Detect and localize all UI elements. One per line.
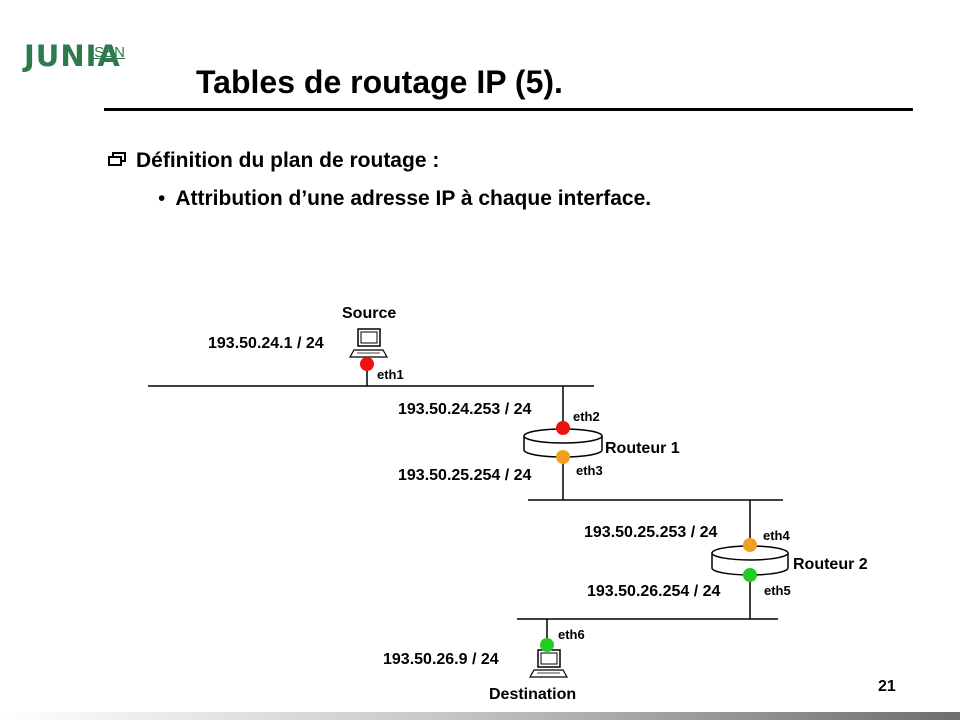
eth3-ip-label: 193.50.25.254 / 24 — [398, 467, 532, 484]
eth6-ip-label: 193.50.26.9 / 24 — [383, 651, 499, 668]
slide-title: Tables de routage IP (5). — [196, 64, 563, 100]
eth1-name-label: eth1 — [377, 367, 404, 382]
bullet-dot: • — [158, 187, 166, 210]
destination-label: Destination — [489, 686, 576, 703]
eth1-ip-label: 193.50.24.1 / 24 — [208, 335, 324, 352]
title-underline — [104, 108, 913, 111]
bullet-level2: • Attribution d’une adresse IP à chaque i… — [158, 184, 651, 214]
windows-icon — [108, 152, 126, 166]
router1-icon — [523, 428, 603, 458]
eth1-interface-dot — [360, 357, 374, 371]
eth2-ip-label: 193.50.24.253 / 24 — [398, 401, 532, 418]
eth4-name-label: eth4 — [763, 528, 791, 543]
eth2-interface-dot — [556, 421, 570, 435]
eth5-ip-label: 193.50.26.254 / 24 — [587, 583, 721, 600]
bullet-level2-text: Attribution d’une adresse IP à chaque in… — [175, 187, 652, 210]
destination-computer-icon — [528, 649, 569, 678]
router2-label: Routeur 2 — [793, 556, 868, 573]
eth6-name-label: eth6 — [558, 627, 585, 642]
eth6-interface-dot — [540, 638, 554, 652]
router2-icon — [711, 545, 789, 576]
eth4-interface-dot — [743, 538, 757, 552]
source-computer-icon — [348, 328, 389, 358]
eth5-interface-dot — [743, 568, 757, 582]
page-number: 21 — [878, 678, 896, 695]
eth3-interface-dot — [556, 450, 570, 464]
eth5-name-label: eth5 — [764, 583, 791, 598]
eth3-name-label: eth3 — [576, 463, 603, 478]
footer-gradient-bar — [0, 712, 960, 720]
eth2-name-label: eth2 — [573, 409, 600, 424]
bullet-level1: Définition du plan de routage : — [108, 146, 439, 176]
logo-main-text: JUNIA — [24, 39, 121, 73]
logo-sub-text: ISEN — [90, 44, 126, 61]
source-label: Source — [342, 305, 396, 322]
router1-label: Routeur 1 — [605, 440, 680, 457]
eth4-ip-label: 193.50.25.253 / 24 — [584, 524, 718, 541]
bullet-level1-text: Définition du plan de routage : — [136, 149, 440, 172]
